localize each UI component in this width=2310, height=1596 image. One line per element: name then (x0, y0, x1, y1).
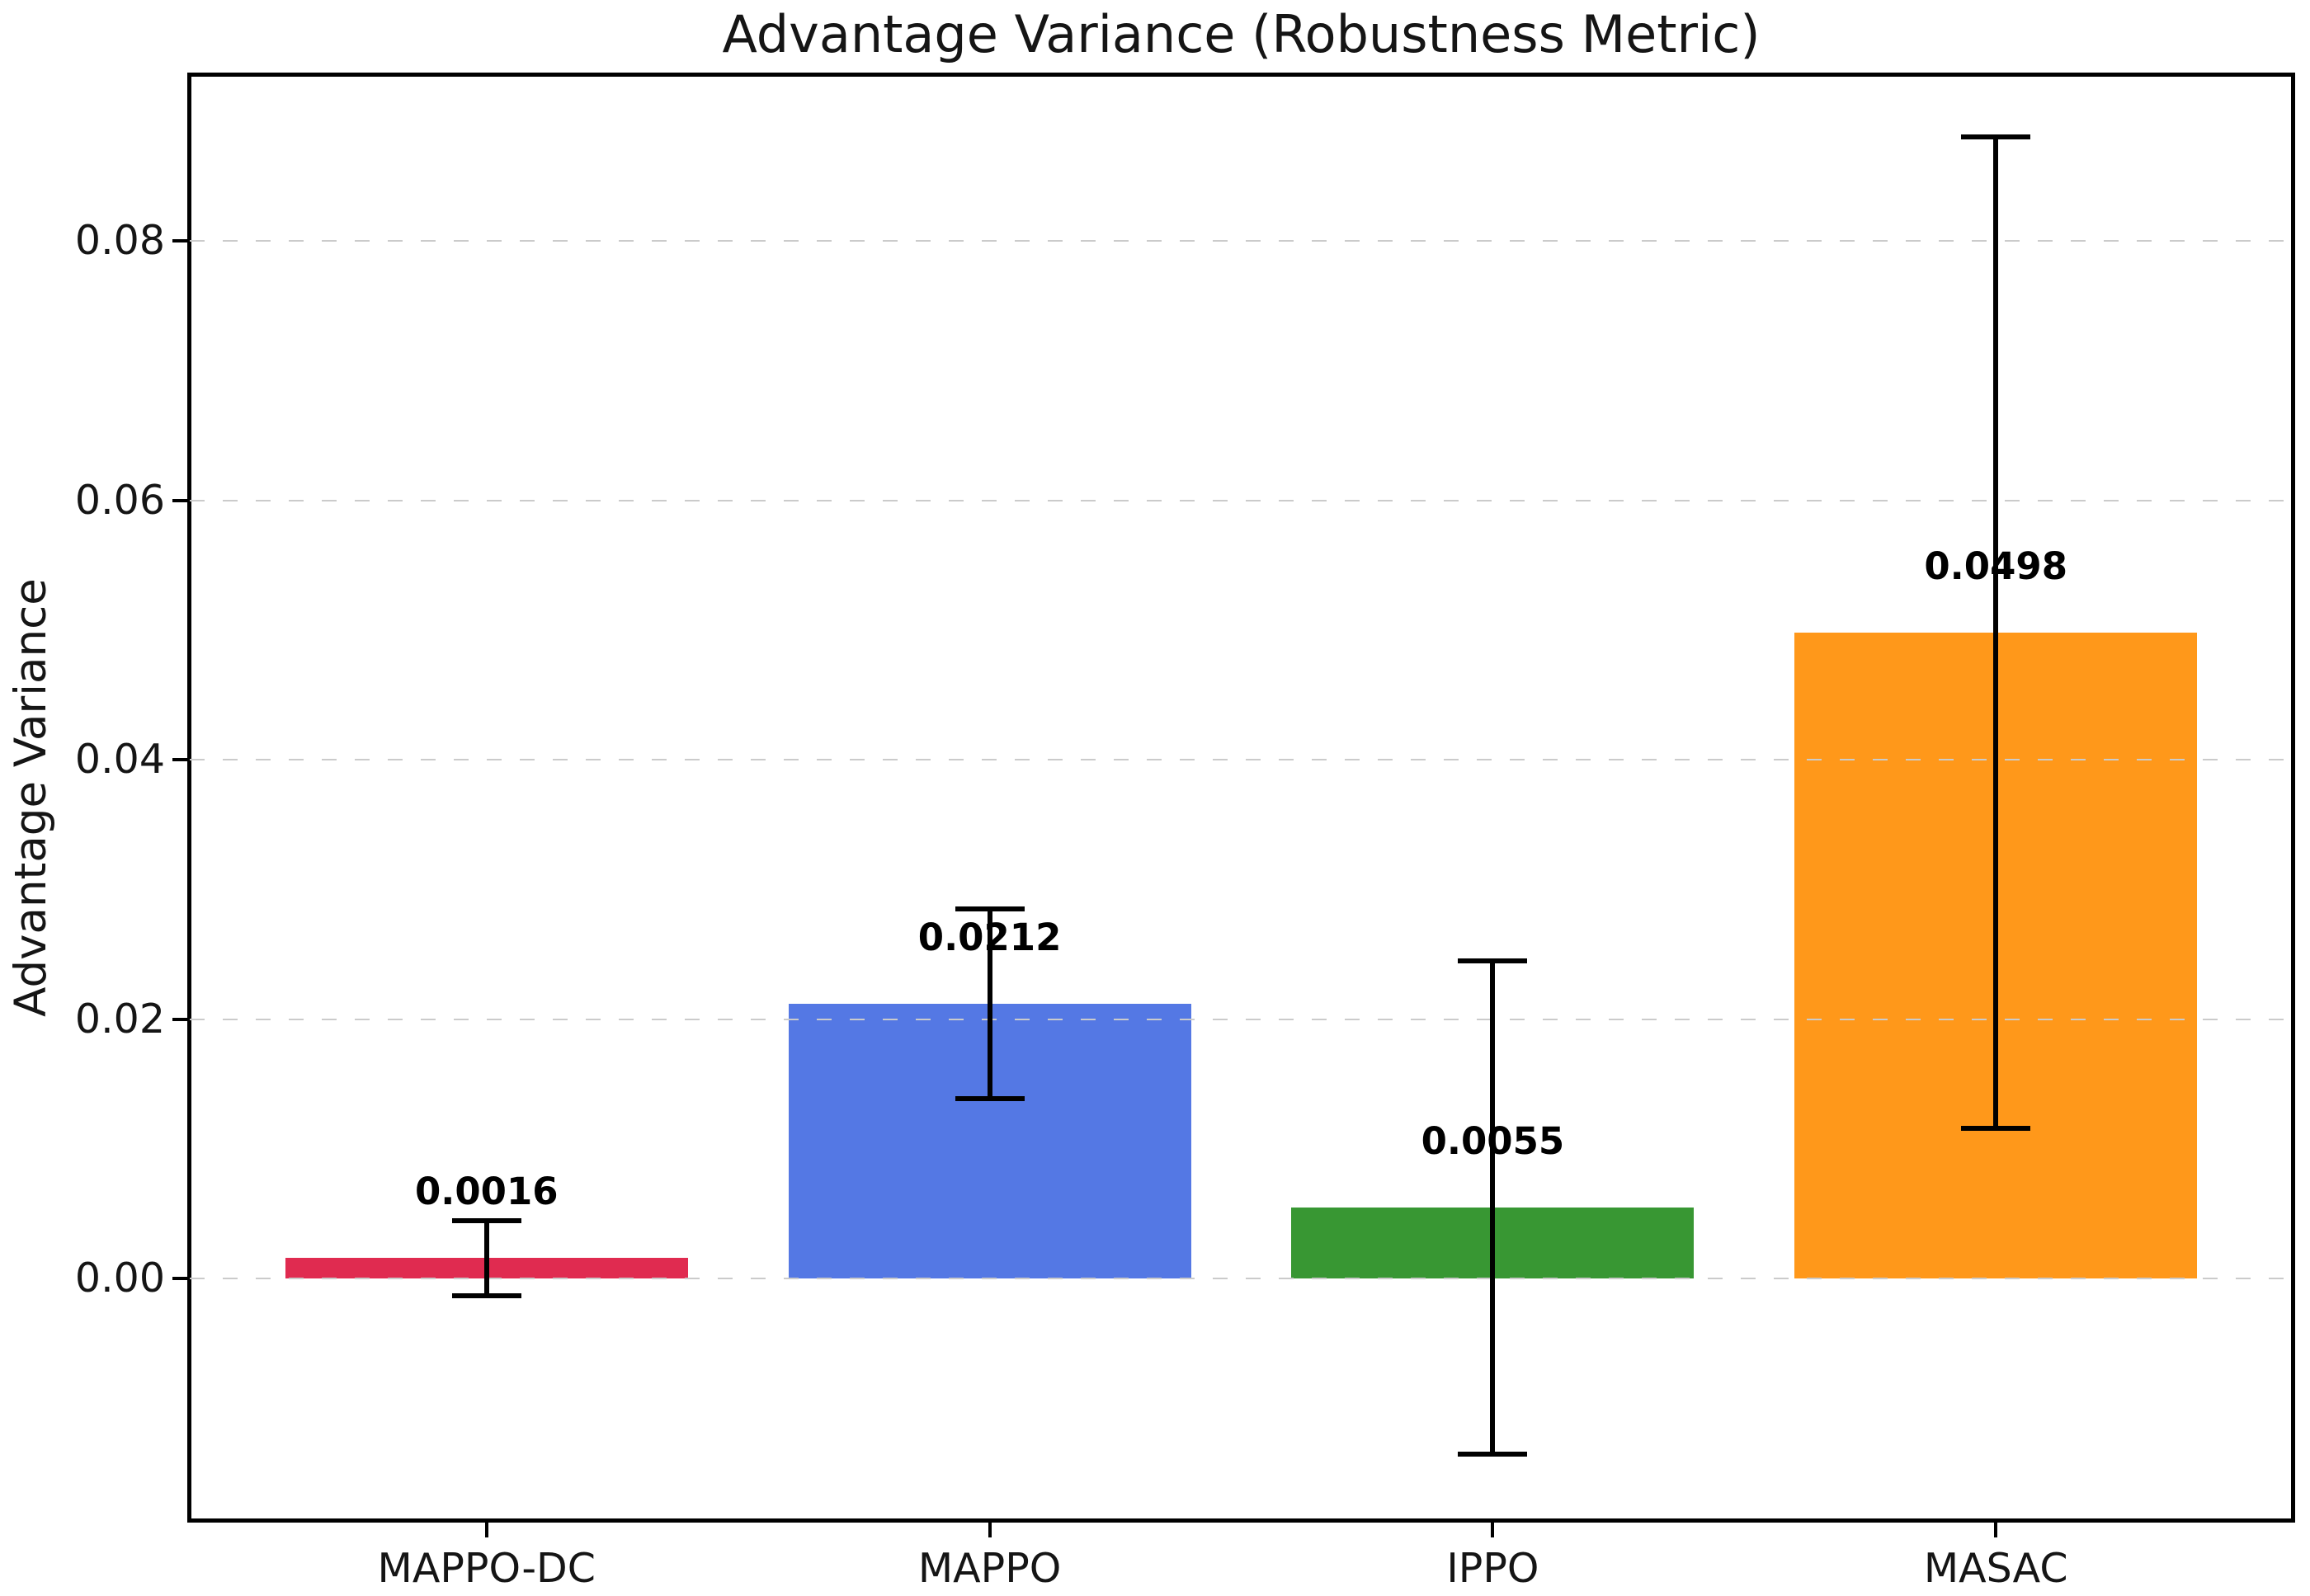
x-tick-mark (988, 1523, 992, 1537)
x-tick-mark (1491, 1523, 1495, 1537)
gridline (190, 759, 2293, 761)
value-label: 0.0498 (1924, 544, 2068, 589)
error-bar-cap-top (1458, 958, 1528, 964)
y-tick-label: 0.06 (74, 476, 165, 524)
gridline (190, 240, 2293, 242)
value-label: 0.0016 (414, 1170, 559, 1214)
error-bar-cap-top (955, 906, 1025, 912)
x-tick-label-masac: MASAC (1923, 1545, 2068, 1592)
y-tick-mark (172, 239, 187, 243)
y-tick-mark (172, 1277, 187, 1281)
chart-title: Advantage Variance (Robustness Metric) (722, 4, 1761, 64)
error-bar-cap-bottom (1458, 1451, 1528, 1457)
x-tick-label-ippo: IPPO (1446, 1545, 1539, 1592)
error-bar-line (1993, 137, 1999, 1129)
y-tick-label: 0.08 (74, 217, 165, 265)
y-tick-label: 0.04 (74, 736, 165, 784)
error-bar-line (987, 909, 992, 1099)
gridline (190, 499, 2293, 501)
error-bar-line (483, 1220, 489, 1296)
error-bar-line (1490, 961, 1496, 1454)
value-label: 0.0055 (1421, 1118, 1565, 1163)
y-axis-label: Advantage Variance (6, 578, 56, 1017)
error-bar-cap-top (451, 1217, 521, 1223)
error-bar-cap-top (1961, 134, 2031, 140)
plot-area (187, 73, 2295, 1523)
x-tick-label-mappo-dc: MAPPO-DC (377, 1545, 596, 1592)
y-tick-mark (172, 758, 187, 762)
x-tick-mark (484, 1523, 488, 1537)
y-tick-label: 0.02 (74, 995, 165, 1043)
error-bar-cap-bottom (1961, 1126, 2031, 1132)
x-tick-label-mappo: MAPPO (917, 1545, 1062, 1592)
y-tick-mark (172, 1017, 187, 1021)
value-label: 0.0212 (917, 916, 1062, 960)
gridline (190, 1018, 2293, 1020)
gridline (190, 1278, 2293, 1280)
y-tick-label: 0.00 (74, 1255, 165, 1302)
y-tick-mark (172, 498, 187, 502)
x-tick-mark (1994, 1523, 1998, 1537)
error-bar-cap-bottom (955, 1095, 1025, 1101)
error-bar-cap-bottom (451, 1292, 521, 1298)
